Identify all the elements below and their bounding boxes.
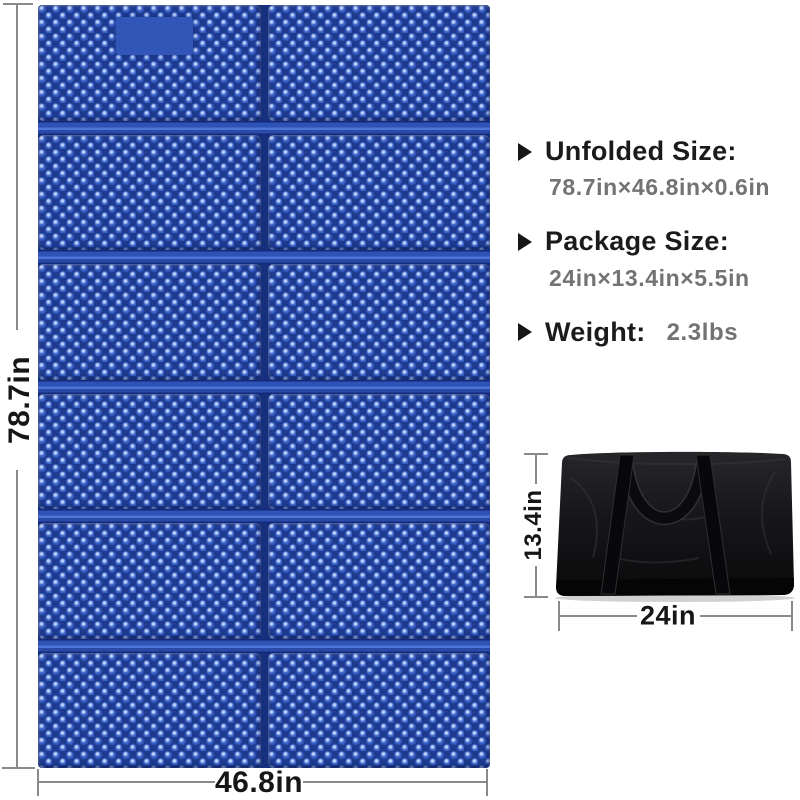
dim-line [38,781,215,783]
unfolded-size-value: 78.7in×46.8in×0.6in [549,174,771,201]
mat-panel [38,134,261,250]
bullet-triangle-icon [518,233,532,251]
bag-handle [620,458,709,524]
spec-package-size: Package Size: 24in×13.4in×5.5in [518,226,794,291]
mat-panel [38,523,261,639]
spec-heading: Unfolded Size: [518,136,794,167]
dim-tick [3,3,33,5]
dim-line [535,566,537,597]
bullet-triangle-icon [518,323,532,342]
mat-panel [38,652,261,768]
dim-line [560,615,637,617]
carry-bag-image [555,451,795,602]
dim-line [700,615,792,617]
mat-panel [267,393,490,509]
bag-base [556,578,794,596]
mat-panels [38,5,490,768]
dim-line [16,4,18,330]
bullet-triangle-icon [518,142,532,161]
mat-panel [267,134,490,250]
dim-tick [558,601,560,631]
mat-panel [267,5,490,121]
spec-heading: Weight: 2.3lbs [518,317,794,348]
spec-heading: Package Size: [518,226,794,257]
mat-brand-patch [116,17,193,55]
package-size-label: Package Size: [545,226,730,257]
spec-weight: Weight: 2.3lbs [518,317,794,348]
unfolded-size-label: Unfolded Size: [545,136,737,166]
dim-tick [486,769,488,796]
bag-body [556,451,794,596]
mat-panel [267,652,490,768]
bag-width-label: 24in [639,600,697,631]
dim-line [303,781,487,783]
mat-panel [38,393,261,509]
dim-line [16,470,18,768]
bag-strap-right [695,454,731,595]
spec-list: Unfolded Size: 78.7in×46.8in×0.6in Packa… [518,136,794,374]
spec-unfolded-size: Unfolded Size: 78.7in×46.8in×0.6in [518,136,794,200]
bag-height-label: 13.4in [520,489,547,561]
folding-mat-image [38,5,490,768]
mat-panel [267,523,490,639]
bag-strap-left [600,454,635,595]
dim-line [535,454,537,484]
dim-tick [791,601,793,631]
mat-height-label: 78.7in [3,355,36,445]
dim-tick [524,596,548,598]
dim-tick [2,767,35,769]
weight-label: Weight: [545,316,646,347]
mat-panel [267,264,490,380]
mat-panel [38,264,261,380]
weight-value: 2.3lbs [666,318,739,346]
bag-shadow [555,594,795,602]
package-size-value: 24in×13.4in×5.5in [549,264,750,291]
mat-width-label: 46.8in [214,766,304,799]
